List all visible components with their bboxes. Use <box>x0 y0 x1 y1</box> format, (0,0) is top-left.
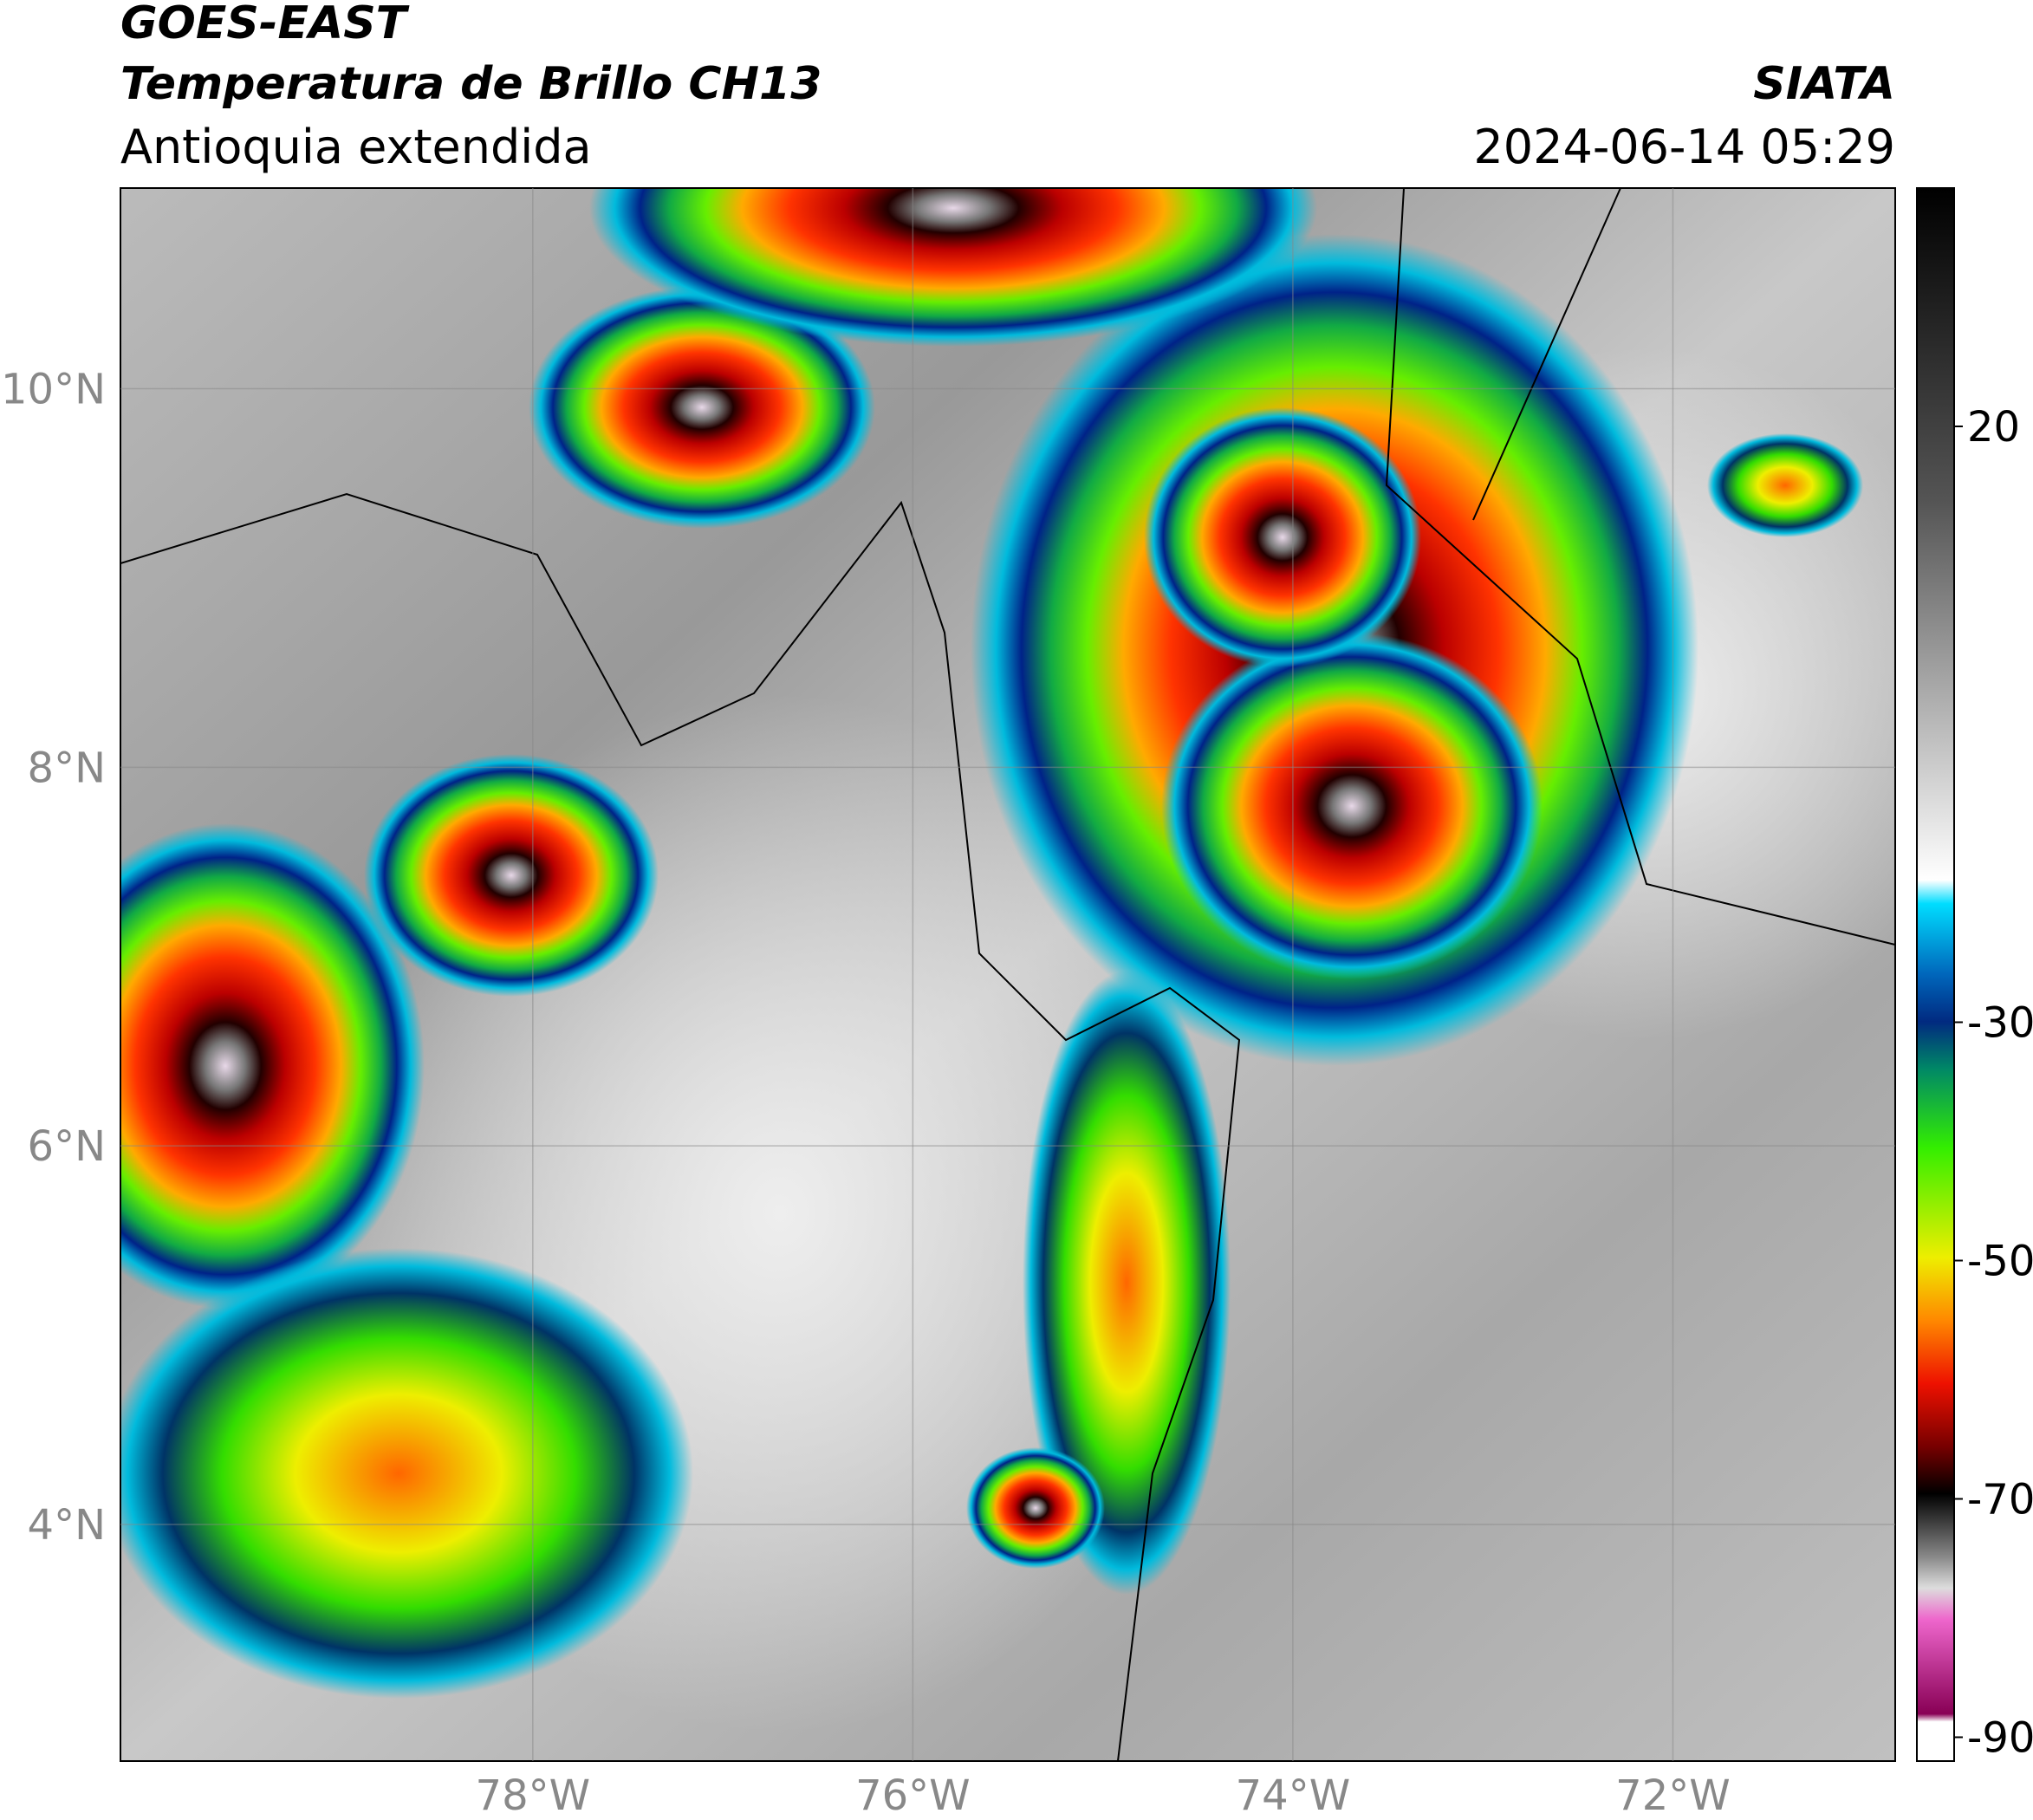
storm <box>1023 971 1231 1595</box>
lat-tick-label: 8°N <box>28 744 106 792</box>
colorbar-tick-label: -30 <box>1967 999 2033 1048</box>
map <box>120 188 1895 1761</box>
storm <box>120 823 425 1309</box>
region: Antioquia extendida <box>120 120 592 174</box>
colorbar-tick-label: -50 <box>1967 1238 2033 1286</box>
lon-tick-label: 78°W <box>476 1771 591 1820</box>
storm <box>120 1248 693 1699</box>
storm <box>589 188 1317 347</box>
storm <box>529 286 875 529</box>
map-frame <box>120 187 1896 1762</box>
subtitle: Temperatura de Brillo CH13 <box>120 58 822 110</box>
storm <box>1161 633 1543 979</box>
lat-tick-label: 10°N <box>1 366 106 414</box>
storm <box>1707 433 1863 537</box>
storm <box>364 754 659 997</box>
lat-tick-label: 6°N <box>28 1122 106 1171</box>
colorbar-tick-label: -70 <box>1967 1476 2033 1524</box>
datetime: 2024-06-14 05:29 <box>1473 120 1895 174</box>
lon-tick-label: 74°W <box>1236 1771 1351 1820</box>
colorbar-tick-label: 20 <box>1967 403 2020 452</box>
border <box>120 188 1895 1761</box>
lon-tick-label: 72°W <box>1615 1771 1731 1820</box>
storm <box>1144 407 1421 667</box>
colorbar <box>1916 187 1955 1762</box>
storm <box>966 1447 1105 1569</box>
colorbar-tick-label: -90 <box>1967 1714 2033 1763</box>
title: GOES-EAST <box>120 0 410 49</box>
lon-tick-label: 76°W <box>855 1771 971 1820</box>
source: SIATA <box>1753 58 1895 110</box>
lat-tick-label: 4°N <box>28 1501 106 1550</box>
